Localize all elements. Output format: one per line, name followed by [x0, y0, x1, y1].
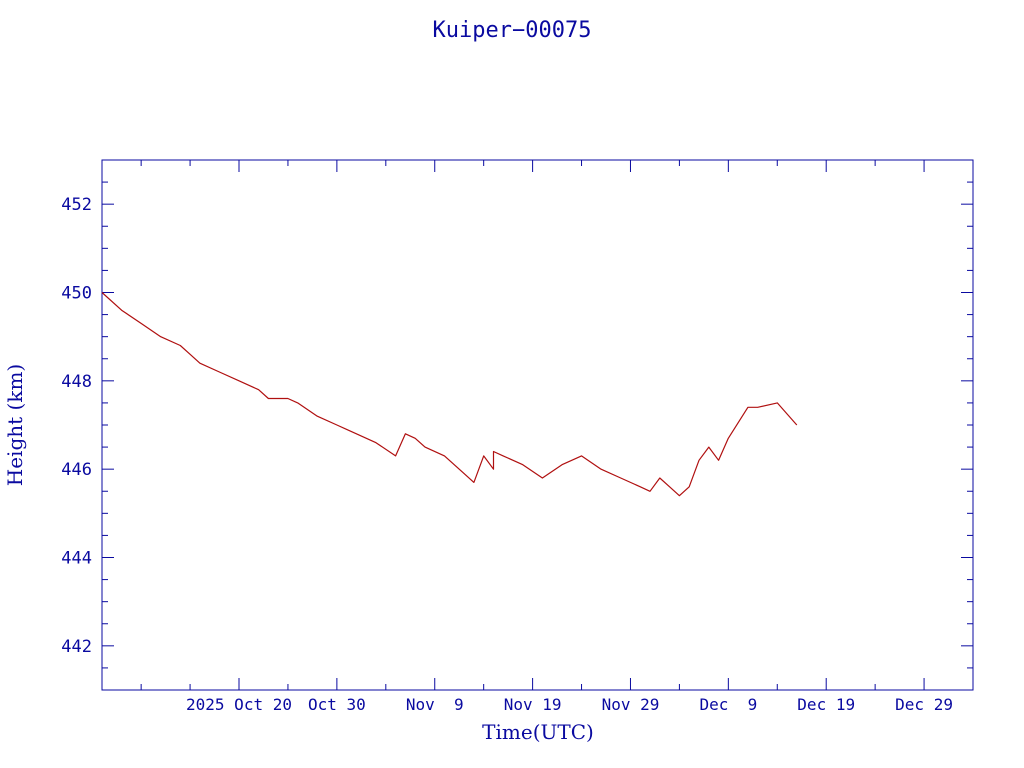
y-tick-label: 446	[61, 460, 92, 480]
x-tick-label: Oct 30	[308, 695, 366, 714]
x-tick-label: Dec 19	[797, 695, 855, 714]
x-tick-label: Nov 29	[602, 695, 660, 714]
y-tick-label: 452	[61, 195, 92, 215]
x-tick-label: 2025 Oct 20	[186, 695, 292, 714]
x-tick-label: Nov 9	[406, 695, 464, 714]
x-axis-label: Time(UTC)	[482, 720, 594, 744]
x-tick-label: Dec 29	[895, 695, 953, 714]
y-tick-label: 450	[61, 284, 92, 304]
y-tick-label: 442	[61, 637, 92, 657]
y-tick-label: 444	[61, 549, 92, 569]
x-tick-label: Dec 9	[699, 695, 757, 714]
series-line	[101, 292, 798, 497]
y-axis-label: Height (km)	[3, 364, 27, 486]
y-tick-label: 448	[61, 372, 92, 392]
plot-frame	[101, 159, 974, 691]
chart-title: Kuiper−00075	[433, 18, 592, 43]
series-layer	[101, 292, 798, 497]
tick-labels-layer: 442 444 446 448 450 452 2025 Oct 20 Oct 30 Nov 9…	[61, 195, 953, 714]
x-tick-label: Nov 19	[504, 695, 562, 714]
ticks-layer	[102, 159, 974, 691]
